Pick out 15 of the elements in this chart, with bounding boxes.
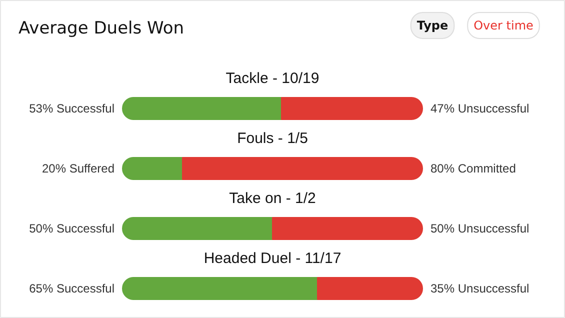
- chart-title: Average Duels Won: [18, 18, 184, 38]
- data-label: 50% Unsuccessful: [430, 222, 530, 236]
- text: Over time: [474, 18, 534, 32]
- text: Type: [416, 18, 448, 32]
- y-tick-label: Fouls - 1/5: [237, 130, 308, 147]
- data-label: 20% Suffered: [42, 162, 114, 176]
- data-label: 80% Committed: [430, 162, 516, 176]
- data-label: 65% Successful: [29, 282, 115, 296]
- y-tick-label: Tackle - 10/19: [226, 70, 320, 87]
- y-tick-label: Headed Duel - 11/17: [204, 250, 342, 267]
- data-label: 35% Unsuccessful: [430, 282, 530, 296]
- data-label: 50% Successful: [29, 222, 115, 236]
- data-label: 47% Unsuccessful: [430, 102, 530, 116]
- y-tick-label: Take on - 1/2: [229, 190, 316, 207]
- data-label: 53% Successful: [29, 102, 115, 116]
